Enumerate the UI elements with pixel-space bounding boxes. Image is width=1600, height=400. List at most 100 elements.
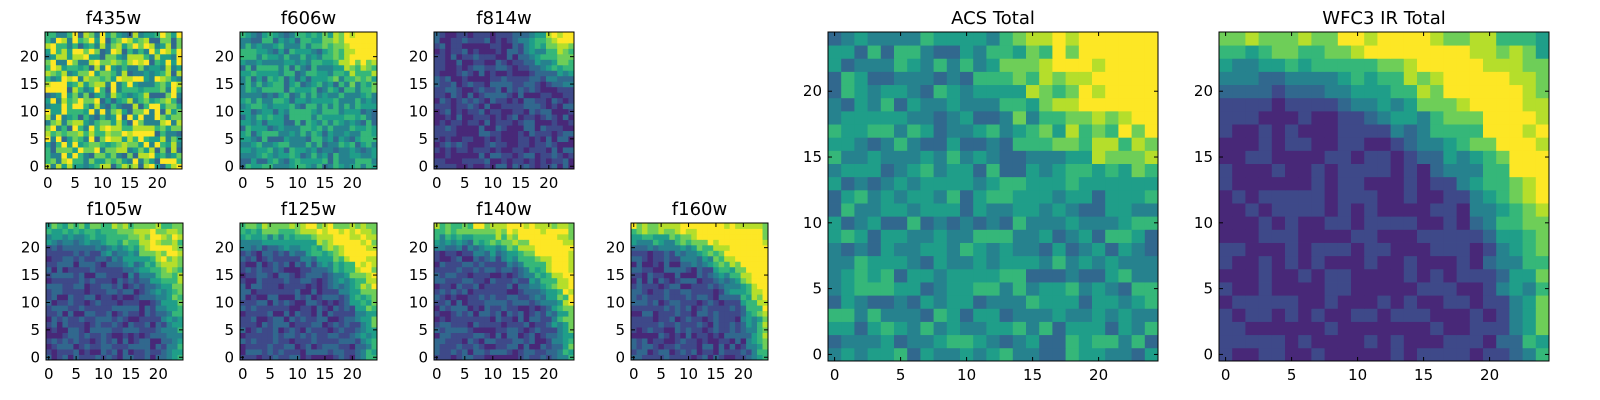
heatmap-cell bbox=[880, 216, 895, 230]
heatmap-cell bbox=[154, 108, 161, 115]
heatmap-cell bbox=[946, 282, 961, 296]
heatmap-cell bbox=[55, 70, 62, 77]
heatmap-cell bbox=[155, 305, 162, 312]
heatmap-cell bbox=[724, 299, 731, 306]
heatmap-cell bbox=[495, 119, 502, 126]
heatmap-cell bbox=[261, 244, 268, 251]
heatmap-cell bbox=[518, 305, 524, 312]
heatmap-cell bbox=[1065, 295, 1080, 309]
heatmap-cell bbox=[973, 216, 987, 230]
heatmap-cell bbox=[355, 310, 361, 317]
heatmap-cell bbox=[66, 92, 73, 99]
heatmap-cell bbox=[371, 266, 378, 273]
heatmap-cell bbox=[128, 349, 135, 355]
heatmap-cell bbox=[240, 48, 246, 55]
heatmap-cell bbox=[445, 48, 452, 55]
heatmap-cell bbox=[506, 233, 513, 240]
heatmap-cell bbox=[490, 75, 496, 82]
heatmap-cell bbox=[546, 343, 552, 350]
heatmap-cell bbox=[490, 119, 496, 126]
heatmap-cell bbox=[67, 244, 74, 251]
heatmap-cell bbox=[746, 228, 752, 235]
heatmap-cell bbox=[371, 97, 378, 104]
heatmap-cell bbox=[506, 70, 513, 77]
heatmap-cell bbox=[540, 130, 547, 137]
heatmap-cell bbox=[67, 343, 74, 350]
heatmap-cell bbox=[333, 119, 340, 126]
heatmap-cell bbox=[305, 294, 312, 301]
heatmap-cell bbox=[66, 86, 73, 93]
heatmap-cell bbox=[685, 343, 692, 350]
heatmap-cell bbox=[240, 114, 246, 121]
heatmap-cell bbox=[557, 343, 564, 350]
heatmap-cell bbox=[501, 64, 508, 71]
heatmap-cell bbox=[121, 42, 128, 49]
heatmap-cell bbox=[473, 294, 480, 301]
heatmap-cell bbox=[986, 255, 1000, 270]
heatmap-cell bbox=[61, 108, 68, 115]
heatmap-cell bbox=[445, 255, 452, 262]
heatmap-cell bbox=[647, 233, 654, 240]
heatmap-cell bbox=[289, 130, 296, 137]
heatmap-cell bbox=[495, 64, 502, 71]
heatmap-cell bbox=[669, 288, 676, 295]
heatmap-cell bbox=[338, 272, 345, 279]
heatmap-cell bbox=[55, 103, 62, 110]
heatmap-cell bbox=[143, 37, 150, 44]
heatmap-cell bbox=[484, 130, 491, 137]
heatmap-cell bbox=[669, 327, 676, 333]
heatmap-cell bbox=[371, 349, 378, 355]
heatmap-cell bbox=[562, 103, 569, 110]
heatmap-cell bbox=[144, 332, 151, 339]
heatmap-cell bbox=[546, 37, 552, 44]
heatmap-cell bbox=[946, 347, 961, 362]
heatmap-cell bbox=[73, 283, 80, 290]
heatmap-cell bbox=[450, 53, 457, 60]
heatmap-cell bbox=[735, 228, 741, 235]
heatmap-cell bbox=[512, 316, 519, 323]
heatmap-cell bbox=[495, 228, 502, 235]
heatmap-cell bbox=[729, 343, 736, 350]
heatmap-cell bbox=[663, 239, 670, 246]
heatmap-cell bbox=[702, 338, 709, 344]
y-tick-label: 0 bbox=[418, 157, 428, 175]
heatmap-cell bbox=[450, 228, 457, 235]
heatmap-cell bbox=[920, 163, 934, 178]
heatmap-cell bbox=[105, 59, 112, 66]
heatmap-cell bbox=[1092, 189, 1106, 204]
heatmap-cell bbox=[1144, 295, 1159, 309]
heatmap-cell bbox=[467, 108, 474, 115]
heatmap-cell bbox=[121, 53, 128, 60]
heatmap-cell bbox=[366, 147, 372, 153]
heatmap-cell bbox=[155, 321, 162, 328]
heatmap-cell bbox=[66, 42, 73, 49]
heatmap-cell bbox=[278, 158, 285, 164]
heatmap-cell bbox=[360, 114, 367, 121]
heatmap-cell bbox=[735, 327, 741, 333]
heatmap-cell bbox=[316, 354, 323, 361]
heatmap-cell bbox=[300, 239, 307, 246]
heatmap-cell bbox=[61, 97, 68, 104]
heatmap-cell bbox=[56, 305, 63, 312]
heatmap-cell bbox=[523, 147, 530, 153]
heatmap-cell bbox=[366, 136, 372, 142]
heatmap-cell bbox=[484, 338, 491, 344]
heatmap-cell bbox=[128, 327, 135, 333]
heatmap-cell bbox=[138, 32, 145, 38]
heatmap-cell bbox=[117, 343, 124, 350]
heatmap-cell bbox=[338, 163, 345, 170]
heatmap-cell bbox=[84, 261, 91, 268]
heatmap-cell bbox=[1065, 176, 1080, 191]
heatmap-cell bbox=[161, 343, 167, 350]
heatmap-cell bbox=[557, 86, 564, 93]
heatmap-cell bbox=[518, 299, 524, 306]
heatmap-cell bbox=[490, 86, 496, 93]
heatmap-cell bbox=[512, 70, 519, 77]
heatmap-cell bbox=[501, 92, 508, 99]
heatmap-cell bbox=[51, 310, 58, 317]
heatmap-cell bbox=[171, 163, 177, 170]
heatmap-cell bbox=[562, 354, 569, 361]
heatmap-cell bbox=[88, 37, 95, 44]
heatmap-cell bbox=[127, 97, 134, 104]
heatmap-cell bbox=[305, 316, 312, 323]
